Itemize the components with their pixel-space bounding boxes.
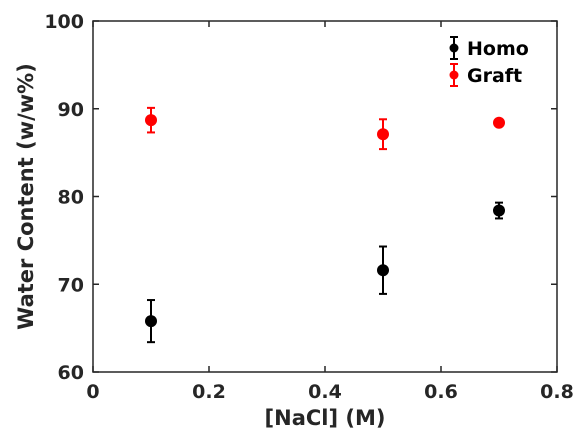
series-graft [145, 106, 505, 151]
x-tick-label: 0.4 [308, 381, 342, 403]
data-point [145, 315, 157, 328]
y-tick-label: 90 [58, 99, 84, 121]
tick-labels: 0 0.2 0.4 0.6 0.8 60 70 80 90 100 [44, 11, 574, 403]
y-axis-label: Water Content (w/w%) [14, 63, 38, 330]
y-tick-label: 70 [58, 274, 84, 296]
legend-item-homo: Homo [449, 36, 529, 60]
data-point [377, 128, 389, 141]
legend-label: Homo [467, 38, 529, 60]
legend-label: Graft [467, 65, 522, 87]
legend-marker [449, 43, 459, 53]
data-point [145, 114, 157, 127]
y-tick-label: 60 [58, 362, 84, 384]
x-tick-label: 0 [86, 381, 99, 403]
data-point [493, 116, 505, 129]
x-tick-label: 0.8 [540, 381, 574, 403]
y-tick-label: 100 [44, 11, 84, 33]
data-series [145, 106, 505, 344]
x-axis-label: [NaCl] (M) [265, 406, 386, 430]
plot-frame [92, 20, 558, 373]
x-tick-label: 0.2 [192, 381, 226, 403]
series-homo [145, 201, 505, 344]
legend: Homo Graft [449, 36, 529, 87]
y-tick-label: 80 [58, 187, 84, 209]
x-tick-label: 0.6 [424, 381, 458, 403]
legend-item-graft: Graft [449, 63, 522, 87]
data-point [377, 264, 389, 277]
data-point [493, 204, 505, 217]
legend-marker [449, 70, 459, 80]
